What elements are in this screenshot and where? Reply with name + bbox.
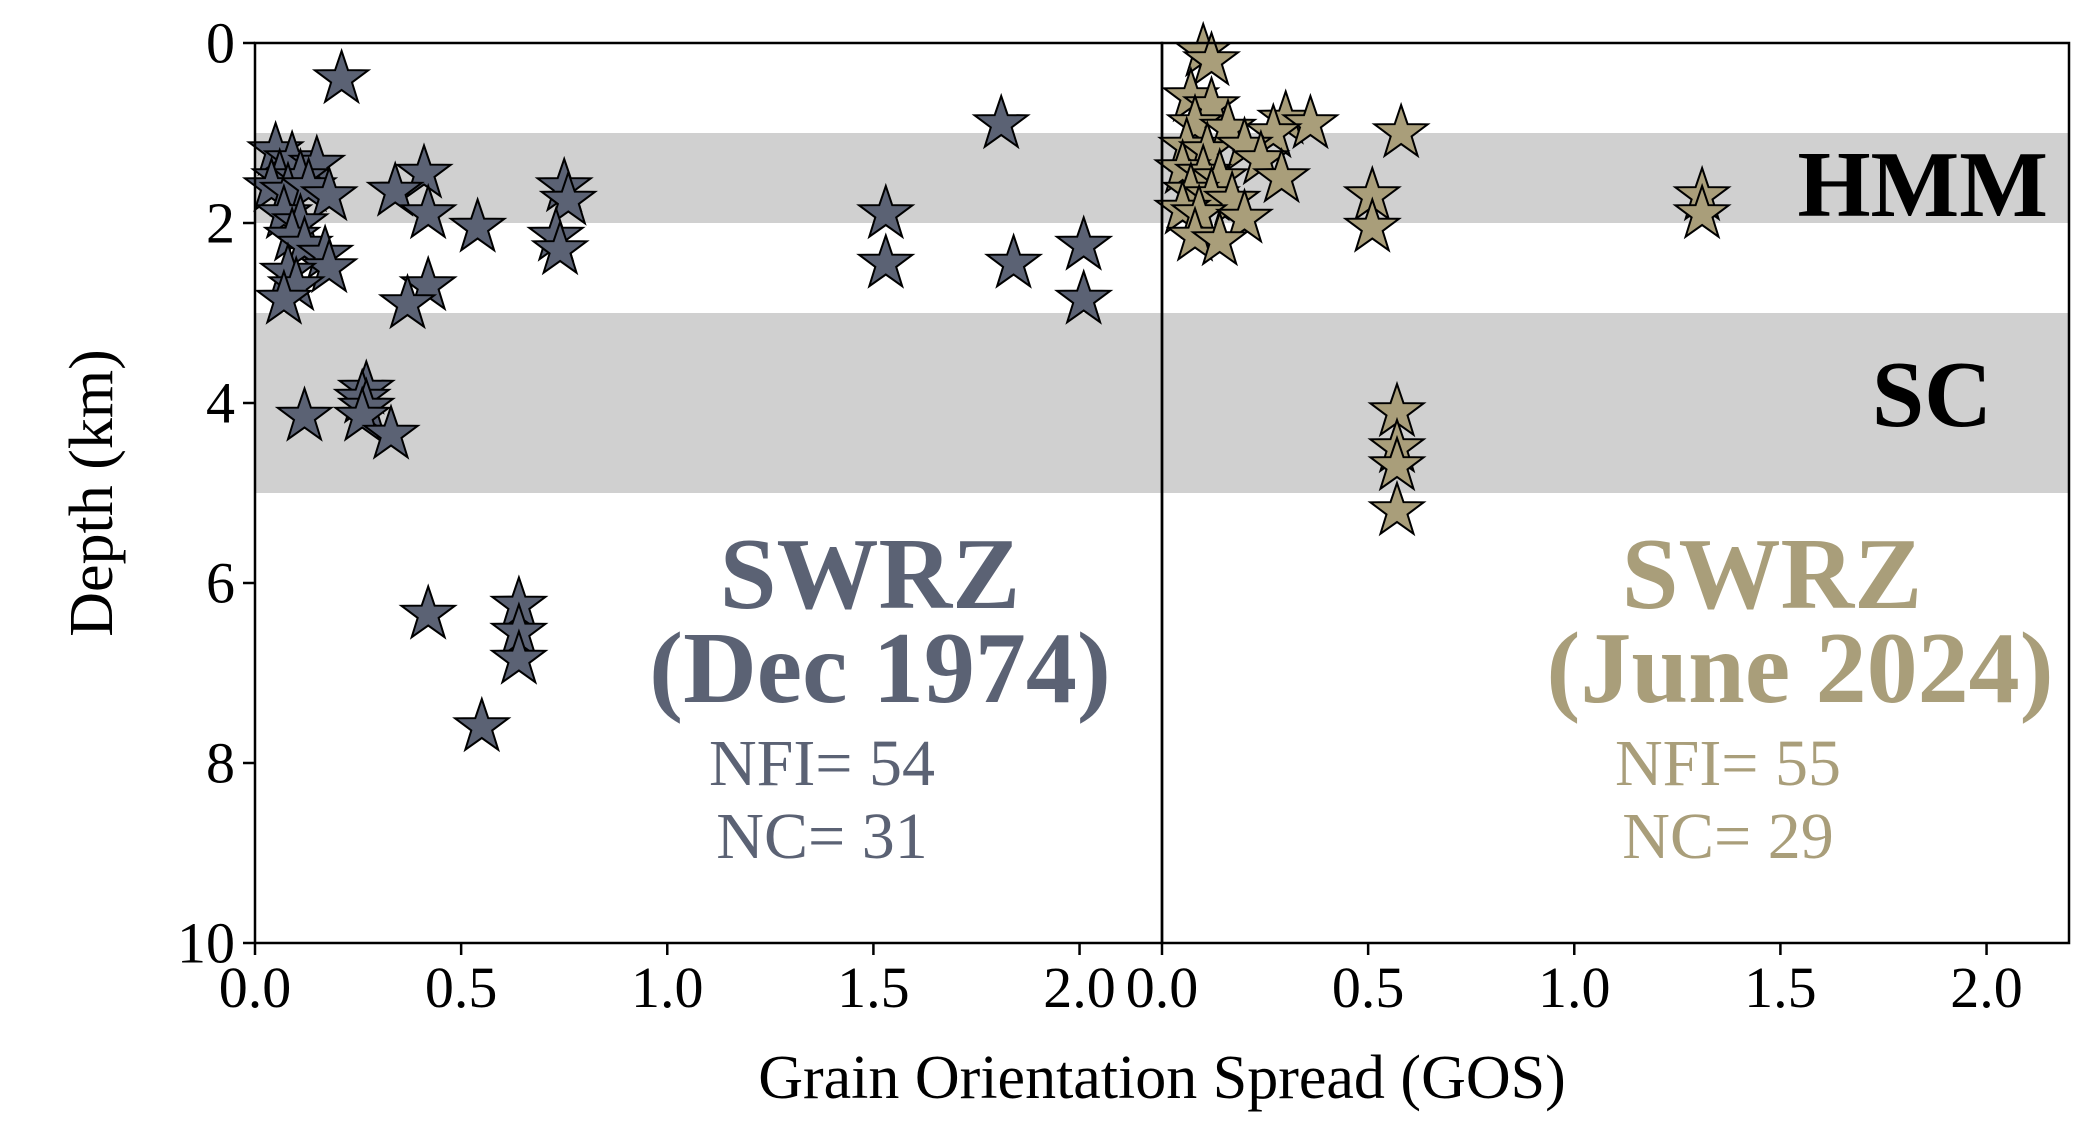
point-panel1-45 <box>489 628 549 685</box>
x-axis: 0.0 0.5 1.0 1.5 2.0 0.0 0.5 1.0 1.5 2.0 <box>219 943 2023 1020</box>
point-panel1-23 <box>530 218 590 276</box>
point-panel1-27 <box>1054 214 1114 271</box>
x-tick-label-panel2-2: 1.0 <box>1538 955 1611 1020</box>
point-panel2-2 <box>1181 29 1242 87</box>
point-panel2-10 <box>1371 101 1431 159</box>
right-panel-nfi: NFI= 55 <box>1615 727 1841 800</box>
x-tick-label-panel2-0: 0.0 <box>1126 955 1199 1020</box>
point-panel1-2 <box>971 92 1031 150</box>
point-panel2-9 <box>1243 101 1303 159</box>
point-panel1-16 <box>398 182 458 240</box>
point-panel1-46 <box>452 695 512 753</box>
y-tick-label-5: 10 <box>177 911 235 976</box>
point-panel1-21 <box>448 196 508 253</box>
x-tick-label-panel2-3: 1.5 <box>1744 955 1817 1020</box>
y-axis-title: Depth (km) <box>58 349 126 637</box>
left-panel-nfi: NFI= 54 <box>709 727 935 800</box>
panel-frames <box>253 41 2071 945</box>
x-axis-title: Grain Orientation Spread (GOS) <box>758 1044 1566 1112</box>
band-label-hmm: HMM <box>1797 133 2048 237</box>
point-panel1-11 <box>299 164 359 222</box>
point-panel2-8 <box>1280 92 1340 150</box>
right-panel-title-line1: SWRZ <box>1622 518 1922 631</box>
point-panel1-25 <box>856 232 916 289</box>
x-tick-label-panel2-4: 2.0 <box>1950 955 2023 1020</box>
point-panel2-26 <box>1214 187 1275 244</box>
left-panel-title-line2: (Dec 1974) <box>649 612 1111 725</box>
band-label-sc: SC <box>1872 343 1992 447</box>
point-panel2-18 <box>1251 146 1312 204</box>
y-tick-label-4: 8 <box>206 731 235 796</box>
point-panel1-39 <box>332 385 392 442</box>
point-panel1-1 <box>311 47 372 105</box>
point-panel1-15 <box>538 169 598 226</box>
point-panel1-13 <box>365 160 425 217</box>
point-panel1-43 <box>398 583 458 640</box>
left-panel-nc: NC= 31 <box>716 800 927 873</box>
point-panel2-33 <box>1367 434 1427 492</box>
x-tick-label-panel1-0: 0.0 <box>219 955 292 1020</box>
y-tick-label-1: 2 <box>206 191 235 256</box>
y-tick-label-2: 4 <box>206 371 235 436</box>
point-panel1-28 <box>1054 268 1114 325</box>
x-tick-label-panel1-1: 0.5 <box>425 955 498 1020</box>
point-panel1-35 <box>377 272 438 330</box>
point-panel2-34 <box>1367 479 1427 537</box>
x-tick-label-panel1-3: 1.5 <box>837 955 910 1020</box>
point-panel1-12 <box>394 142 454 199</box>
right-panel-title-line2: (June 2024) <box>1546 612 2053 725</box>
point-panel2-28 <box>1342 196 1402 253</box>
panel-frame-2 <box>1160 41 2071 945</box>
y-axis: 0 2 4 6 8 10 <box>177 11 255 976</box>
x-tick-label-panel2-1: 0.5 <box>1332 955 1405 1020</box>
point-panel1-41 <box>361 403 421 460</box>
x-tick-label-panel1-4: 2.0 <box>1043 955 1116 1020</box>
point-panel1-24 <box>856 182 916 240</box>
point-panel2-5 <box>1165 92 1225 150</box>
point-panel1-26 <box>984 232 1044 289</box>
point-panel1-30 <box>299 236 359 294</box>
point-panel2-27 <box>1672 182 1732 240</box>
left-panel-title-line1: SWRZ <box>720 518 1020 631</box>
point-panel1-40 <box>274 385 335 442</box>
y-tick-label-0: 0 <box>206 11 235 76</box>
point-panel2-30 <box>1190 209 1250 267</box>
right-panel-nc: NC= 29 <box>1622 800 1833 873</box>
x-tick-label-panel1-2: 1.0 <box>631 955 704 1020</box>
point-panel1-33 <box>254 268 314 325</box>
y-tick-label-3: 6 <box>206 551 235 616</box>
